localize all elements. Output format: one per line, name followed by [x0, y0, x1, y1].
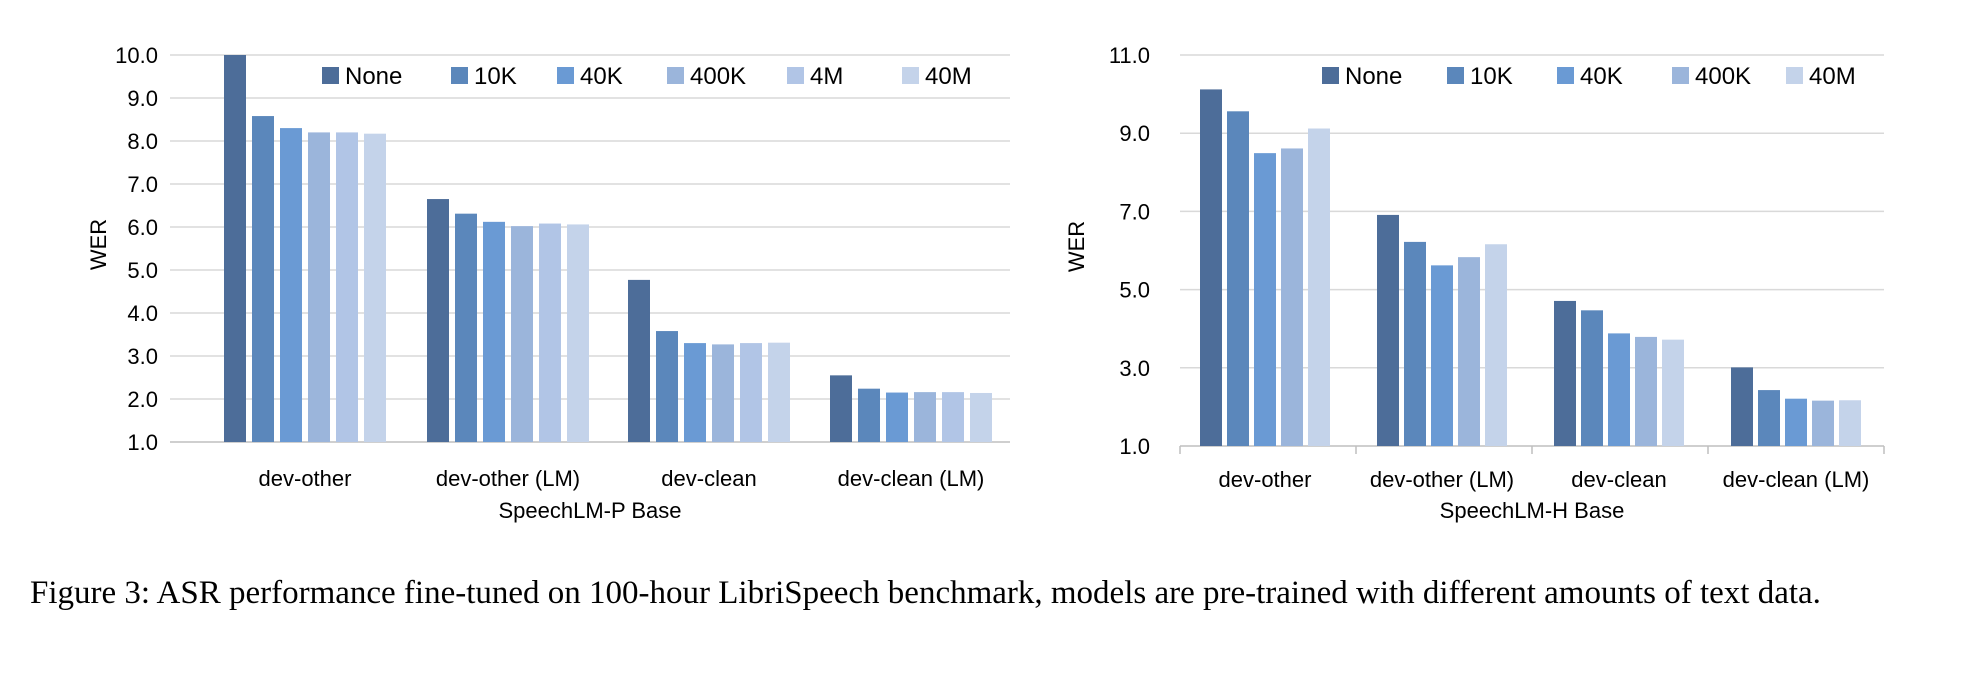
bar-40m	[1485, 244, 1507, 446]
bar-40k	[483, 221, 505, 442]
y-tick-label: 2.0	[127, 387, 158, 412]
bar-40m	[567, 224, 589, 442]
bar-4m	[539, 223, 561, 442]
bar-10k	[656, 331, 678, 442]
legend-swatch-10k	[451, 67, 468, 84]
legend-label-40m: 40M	[925, 63, 972, 90]
bar-40k	[1785, 398, 1807, 446]
bar-none	[427, 199, 449, 442]
legend-swatch-10k	[1447, 67, 1464, 84]
y-tick-label: 3.0	[127, 344, 158, 369]
legend-swatch-40m	[1786, 67, 1803, 84]
bar-400k	[1635, 336, 1657, 446]
y-tick-label: 1.0	[127, 430, 158, 455]
bar-4m	[740, 343, 762, 442]
bar-40k	[1608, 333, 1630, 446]
bar-400k	[1812, 400, 1834, 446]
bar-40m	[1662, 339, 1684, 446]
y-tick-label: 9.0	[127, 86, 158, 111]
y-tick-label: 11.0	[1109, 43, 1150, 68]
bar-40k	[684, 343, 706, 442]
legend-label-none: None	[345, 63, 402, 90]
legend-label-10k: 10K	[474, 63, 517, 90]
legend-label-4m: 4M	[810, 63, 843, 90]
bar-40m	[768, 342, 790, 442]
legend-swatch-40m	[902, 67, 919, 84]
x-category-label: dev-other (LM)	[436, 466, 580, 491]
bar-40m	[364, 133, 386, 442]
legend-label-40k: 40K	[580, 63, 623, 90]
x-category-label: dev-clean (LM)	[838, 466, 985, 491]
y-tick-label: 3.0	[1119, 356, 1150, 381]
bar-400k	[1458, 257, 1480, 446]
legend-swatch-400k	[1672, 67, 1689, 84]
x-category-label: dev-clean (LM)	[1723, 467, 1870, 492]
y-axis-title: WER	[1064, 221, 1089, 272]
y-tick-label: 5.0	[127, 258, 158, 283]
legend-swatch-4m	[787, 67, 804, 84]
y-tick-label: 7.0	[127, 172, 158, 197]
bar-none	[1554, 300, 1576, 446]
y-tick-label: 6.0	[127, 215, 158, 240]
x-category-label: dev-clean	[1571, 467, 1666, 492]
y-tick-label: 8.0	[127, 129, 158, 154]
x-category-label: dev-other (LM)	[1370, 467, 1514, 492]
bar-10k	[455, 213, 477, 442]
y-tick-label: 5.0	[1119, 278, 1150, 303]
y-axis-title: WER	[86, 219, 111, 270]
bar-400k	[308, 132, 330, 442]
legend-label-400k: 400K	[690, 63, 746, 90]
bar-none	[628, 279, 650, 442]
y-tick-label: 4.0	[127, 301, 158, 326]
bar-40k	[280, 128, 302, 442]
bar-40m	[1308, 128, 1330, 446]
bar-400k	[1281, 148, 1303, 446]
bar-4m	[336, 132, 358, 442]
legend-label-400k: 400K	[1695, 63, 1751, 90]
bar-400k	[914, 392, 936, 442]
bar-40k	[1431, 265, 1453, 446]
bar-40m	[970, 392, 992, 442]
bar-40k	[1254, 153, 1276, 447]
legend-swatch-none	[322, 67, 339, 84]
bar-4m	[942, 392, 964, 442]
bar-40m	[1839, 400, 1861, 446]
x-axis-title: SpeechLM-P Base	[498, 498, 681, 523]
legend-label-10k: 10K	[1470, 63, 1513, 90]
figure-caption: Figure 3: ASR performance fine-tuned on …	[30, 575, 1821, 611]
bar-10k	[858, 388, 880, 442]
x-category-label: dev-clean	[661, 466, 756, 491]
x-category-label: dev-other	[1219, 467, 1312, 492]
bar-none	[830, 375, 852, 442]
bar-10k	[1581, 310, 1603, 446]
bar-400k	[511, 226, 533, 442]
legend-swatch-none	[1322, 67, 1339, 84]
bar-none	[224, 55, 246, 442]
y-tick-label: 7.0	[1119, 199, 1150, 224]
bar-400k	[712, 344, 734, 442]
y-tick-label: 9.0	[1119, 121, 1150, 146]
x-category-label: dev-other	[259, 466, 352, 491]
bar-none	[1731, 367, 1753, 446]
legend-label-40k: 40K	[1580, 63, 1623, 90]
legend-swatch-400k	[667, 67, 684, 84]
y-tick-label: 10.0	[115, 43, 158, 68]
bar-10k	[1227, 111, 1249, 446]
bar-40k	[886, 392, 908, 442]
x-axis-title: SpeechLM-H Base	[1440, 498, 1625, 523]
legend-label-40m: 40M	[1809, 63, 1856, 90]
bar-none	[1377, 214, 1399, 446]
legend-swatch-40k	[557, 67, 574, 84]
legend-label-none: None	[1345, 63, 1402, 90]
bar-none	[1200, 89, 1222, 447]
bar-10k	[1404, 241, 1426, 446]
bar-10k	[1758, 390, 1780, 446]
legend-swatch-40k	[1557, 67, 1574, 84]
y-tick-label: 1.0	[1119, 434, 1150, 459]
bar-10k	[252, 116, 274, 442]
